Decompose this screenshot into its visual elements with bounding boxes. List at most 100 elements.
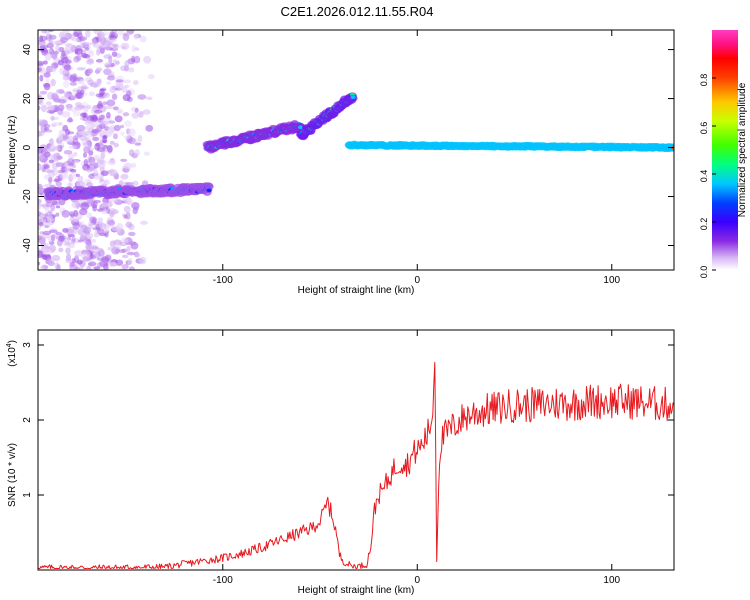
heatmap-cell [65, 257, 72, 264]
heatmap-cell [84, 42, 93, 46]
heatmap-cell [38, 99, 44, 106]
colorbar-tick-label: 0.2 [699, 218, 709, 231]
heatmap-cell [46, 42, 54, 49]
heatmap-cell [61, 50, 66, 57]
heatmap-cell [62, 227, 69, 233]
heatmap-cell [91, 239, 96, 243]
heatmap-cell [38, 198, 42, 204]
heatmap-cell [69, 168, 77, 173]
heatmap-cell [50, 234, 56, 242]
heatmap-cell [74, 250, 83, 257]
heatmap-cell [92, 204, 98, 212]
heatmap-cell [78, 36, 88, 41]
heatmap-cell [45, 101, 52, 106]
heatmap-cell [82, 141, 91, 148]
heatmap-cell [50, 51, 58, 59]
heatmap-cell [127, 257, 133, 266]
heatmap-cell [97, 217, 104, 223]
heatmap-cell [102, 144, 109, 149]
heatmap-cell [96, 257, 106, 261]
heatmap-cell [70, 45, 77, 52]
y-tick-label: 40 [22, 44, 33, 56]
heatmap-cell [111, 51, 118, 57]
heatmap-cell [102, 227, 111, 232]
heatmap-cell [67, 182, 73, 187]
heatmap-cell [121, 254, 129, 259]
heatmap-cell [88, 261, 97, 267]
heatmap-cell [107, 246, 112, 251]
heatmap-axes: -100 0 100 -40 -20 0 20 40 [22, 30, 674, 286]
heatmap-cell [131, 45, 136, 53]
heatmap-cell [128, 149, 135, 157]
x-tick-label: -100 [213, 275, 233, 286]
heatmap-cell [128, 266, 135, 270]
heatmap-cell [131, 112, 140, 119]
heatmap-cell [68, 136, 73, 143]
heatmap-cell [58, 235, 65, 242]
snr-plot-frame [37, 329, 675, 571]
heatmap-cell [40, 125, 45, 132]
heatmap-cell [69, 81, 78, 86]
heatmap-cell [79, 208, 88, 216]
heatmap-cell [38, 261, 41, 266]
heatmap-cell [111, 93, 118, 100]
heatmap-cell [96, 78, 103, 85]
heatmap-cell [53, 146, 60, 150]
heatmap-cell [98, 45, 106, 51]
heatmap-cell [55, 181, 62, 187]
heatmap-cell [58, 247, 64, 253]
heatmap-cell [38, 210, 41, 216]
heatmap-cell [134, 107, 139, 113]
heatmap-cell [86, 104, 92, 110]
heatmap-cell [70, 171, 78, 179]
heatmap-cell [134, 149, 140, 157]
heatmap-cell [98, 221, 105, 228]
heatmap-cell [125, 197, 132, 205]
heatmap-cell [48, 30, 54, 33]
heatmap-cell [128, 231, 136, 237]
heatmap-cell [48, 34, 57, 40]
heatmap-cell [117, 108, 124, 114]
heatmap-cell [51, 254, 61, 262]
heatmap-cell [112, 133, 118, 140]
heatmap-cell [59, 36, 68, 43]
heatmap-cell [142, 109, 151, 115]
heatmap-cell [97, 136, 104, 142]
heatmap-cell [125, 182, 135, 186]
heatmap-cell [102, 263, 109, 270]
heatmap-cell [123, 162, 133, 170]
heatmap-cell [74, 104, 84, 111]
heatmap-cell [117, 84, 124, 91]
heatmap-cell [107, 159, 117, 166]
heatmap-cell [86, 68, 94, 74]
heatmap-cell [70, 213, 75, 219]
heatmap-cell [86, 198, 96, 204]
heatmap-cell [82, 237, 88, 244]
heatmap-cell [101, 208, 108, 215]
heatmap-cell [134, 252, 141, 258]
heatmap-cell [42, 230, 52, 236]
heatmap-cell [65, 247, 71, 255]
heatmap-cell [42, 60, 48, 65]
heatmap-cell [115, 243, 122, 250]
heatmap-cell [130, 162, 137, 168]
snr-y-scale-label: (x104) [6, 340, 18, 367]
heatmap-cell [90, 114, 99, 122]
heatmap-cell [99, 88, 105, 96]
heatmap-cell [134, 142, 142, 146]
heatmap-cell [125, 221, 133, 228]
heatmap-cell [111, 43, 120, 50]
heatmap-cell [38, 42, 46, 46]
colorbar-gradient [712, 30, 738, 270]
snr-scale-base: (x10 [7, 347, 18, 367]
heatmap-cell [48, 159, 55, 164]
heatmap-cell [78, 130, 86, 135]
heatmap-cell [120, 158, 128, 162]
heatmap-cell [79, 220, 85, 226]
heatmap-cell [97, 157, 105, 165]
heatmap-cell [93, 162, 99, 169]
heatmap-cell [86, 233, 94, 238]
heatmap-cell [95, 67, 103, 72]
heatmap-cell [63, 80, 70, 88]
heatmap-cell [92, 136, 100, 142]
